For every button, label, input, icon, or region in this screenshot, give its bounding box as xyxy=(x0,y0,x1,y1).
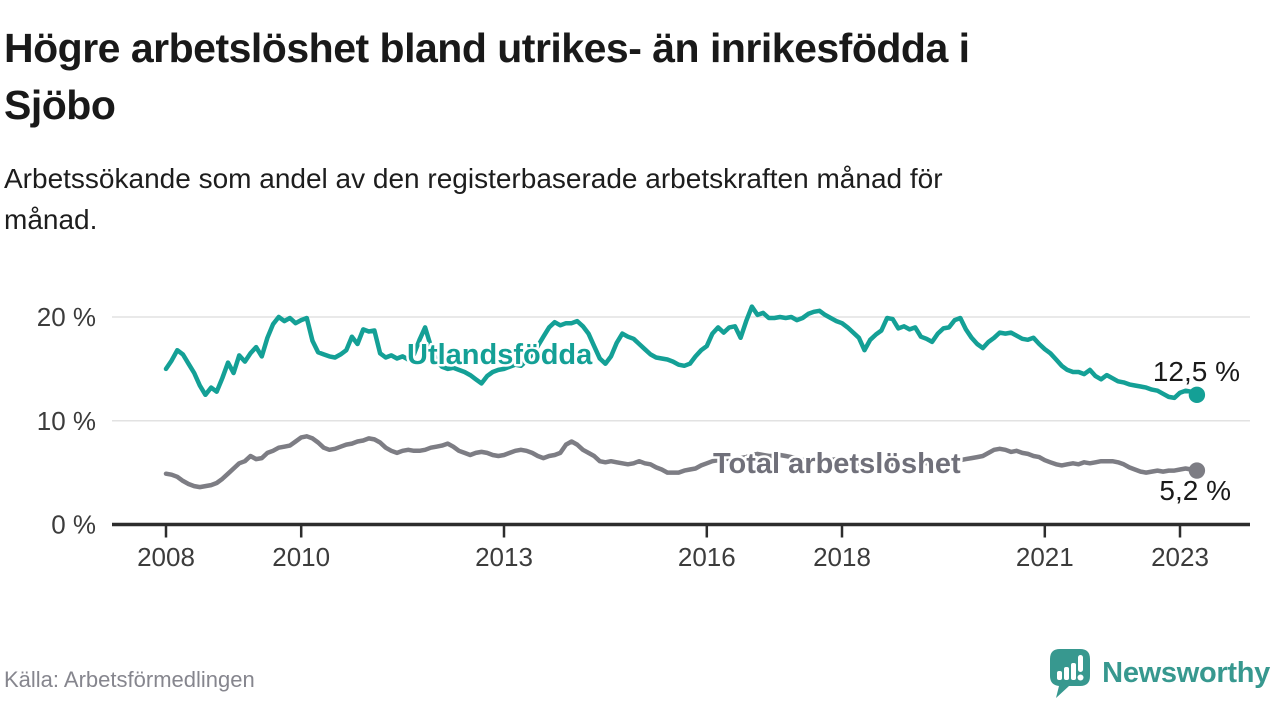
series-end-dot-1 xyxy=(1188,462,1206,479)
source-note: Källa: Arbetsförmedlingen xyxy=(4,667,255,692)
newsworthy-logo: Newsworthy xyxy=(1048,645,1270,701)
x-tick-label: 2013 xyxy=(475,542,533,572)
x-tick-label: 2023 xyxy=(1151,542,1209,572)
series-end-dot-0 xyxy=(1188,386,1206,404)
series-lines xyxy=(163,304,1206,490)
y-tick-label: 10 % xyxy=(37,406,96,436)
x-tick-label: 2018 xyxy=(813,542,871,572)
x-tick-label: 2010 xyxy=(272,542,330,572)
x-tick-label: 2008 xyxy=(137,542,195,572)
x-tick-label: 2021 xyxy=(1016,542,1074,572)
gridlines: 0 % 10 % 20 % xyxy=(37,302,1250,540)
end-value-label-total: 5,2 % xyxy=(1159,475,1231,506)
page-subtitle: Arbetssökande som andel av den registerb… xyxy=(4,163,943,235)
y-tick-label: 20 % xyxy=(37,302,96,332)
series-line-1 xyxy=(163,434,1200,490)
brand-name: Newsworthy xyxy=(1102,656,1270,689)
chart-labels: Utlandsfödda Total arbetslöshet 12,5 % 5… xyxy=(405,337,1241,507)
series-label-total-arbetsloshet: Total arbetslöshet xyxy=(713,448,961,480)
page-title: Högre arbetslöshet bland utrikes- än inr… xyxy=(4,25,970,128)
y-tick-label: 0 % xyxy=(51,510,96,540)
series-line-0 xyxy=(163,304,1200,401)
series-label-utlandsfodda: Utlandsfödda xyxy=(407,339,593,371)
newsworthy-bubble-icon xyxy=(1050,648,1091,698)
end-value-label-utlandsfodda: 12,5 % xyxy=(1153,356,1240,387)
x-tick-label: 2016 xyxy=(678,542,736,572)
x-axis: 2008 2010 2013 2016 2018 2021 2023 xyxy=(112,522,1250,572)
